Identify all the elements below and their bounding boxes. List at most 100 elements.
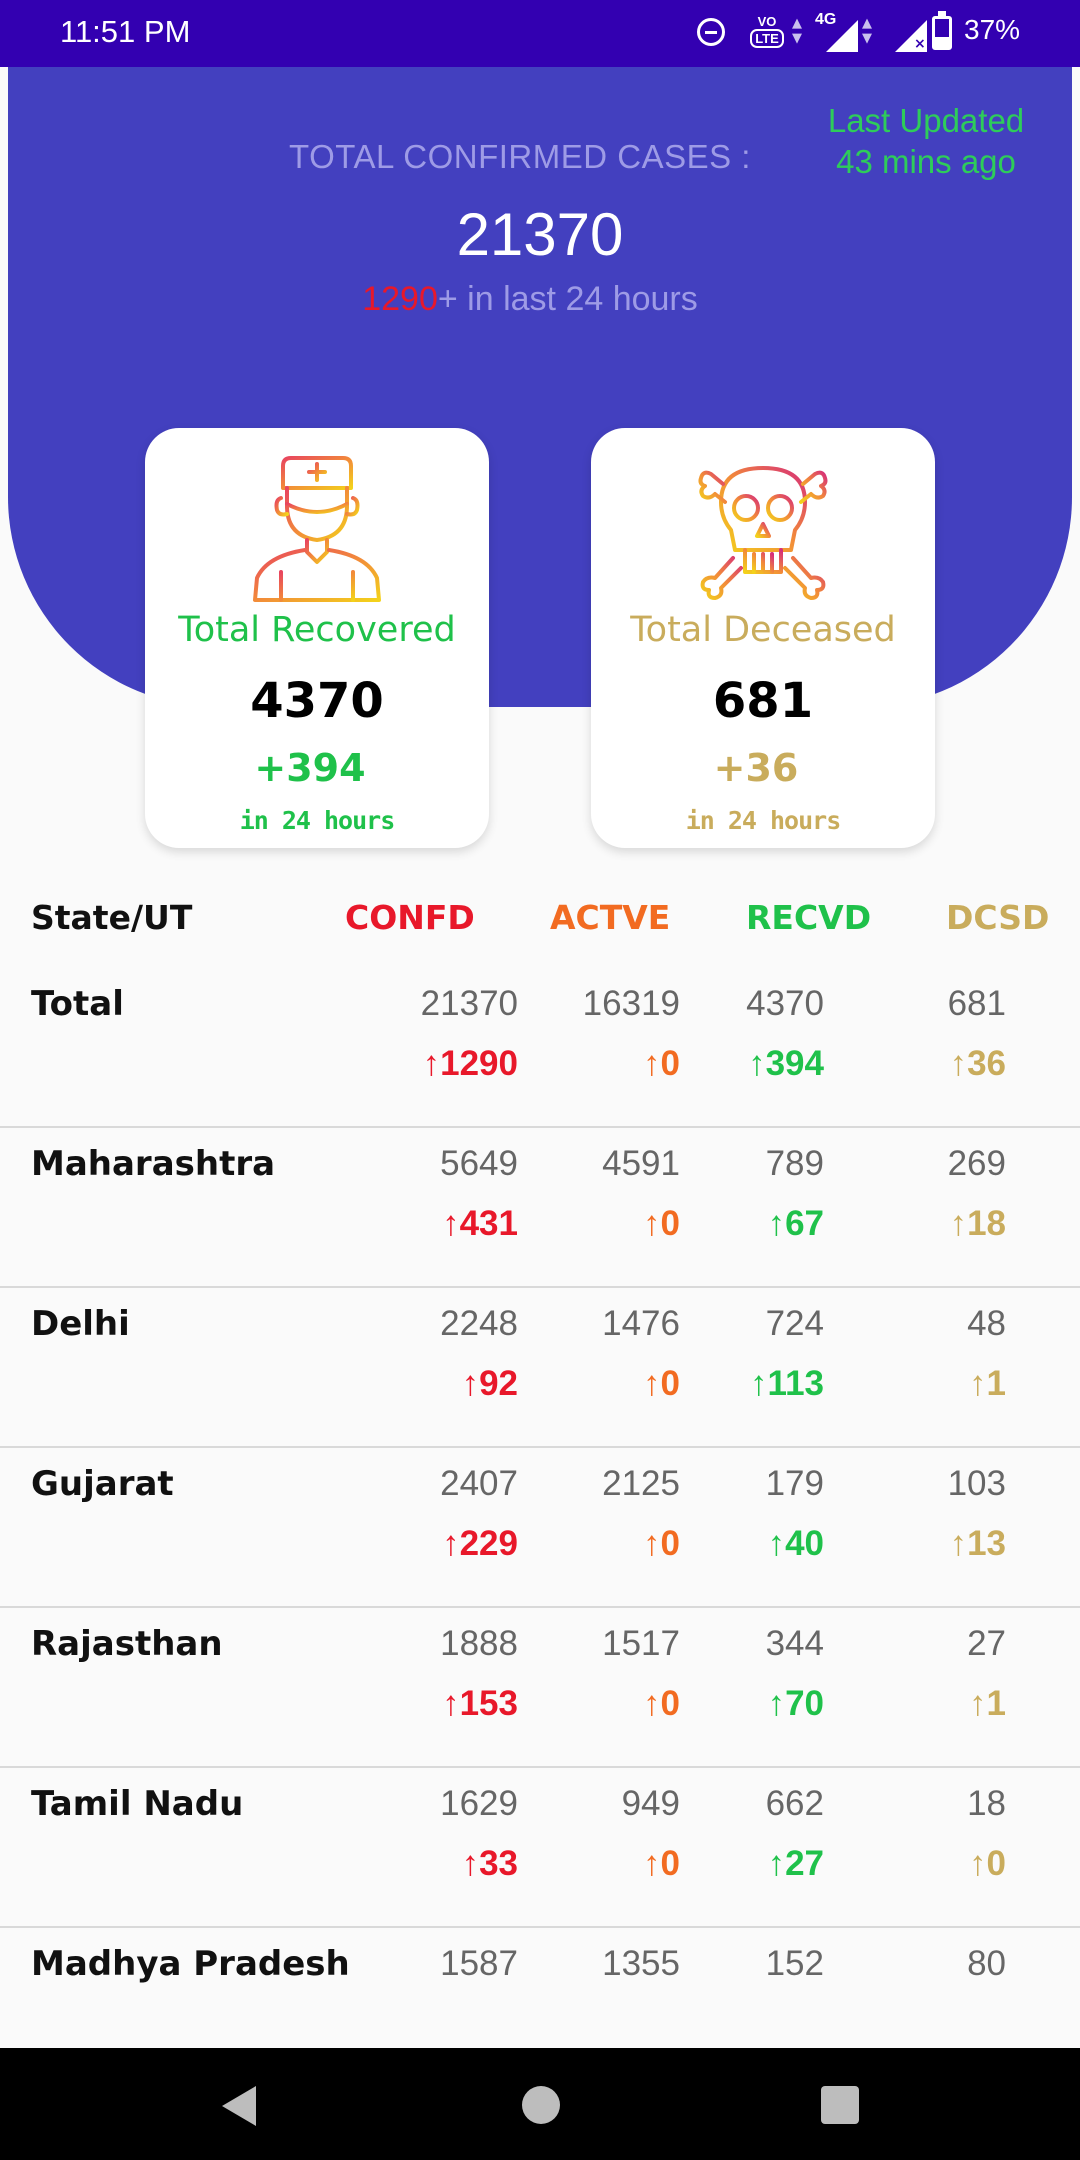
deceased-delta: ↑0 [969, 1844, 1006, 1883]
state-name: Maharashtra [31, 1144, 276, 1184]
recovered-label: Total Recovered [178, 610, 456, 650]
deceased-count: 80 [967, 1944, 1006, 1983]
header-state[interactable]: State/UT [31, 898, 193, 937]
confirmed-delta-suffix: + in last 24 hours [437, 280, 698, 318]
active-delta: ↑0 [643, 1044, 680, 1083]
recovered-count: 724 [765, 1304, 824, 1343]
recovered-count: 179 [765, 1464, 824, 1503]
deceased-count: 48 [967, 1304, 1006, 1343]
recovered-delta: +394 [254, 746, 366, 790]
header-active[interactable]: ACTVE [550, 898, 671, 937]
total-confirmed-value: 21370 [456, 201, 624, 268]
signal-strength-icon [826, 20, 858, 52]
deceased-label: Total Deceased [630, 610, 896, 650]
confirmed-delta: ↑153 [442, 1684, 518, 1723]
state-table-header: State/UT CONFD ACTVE RECVD DCSD [0, 898, 1080, 958]
confirmed-delta: ↑33 [461, 1844, 518, 1883]
table-row[interactable]: Gujarat 2407 2125 179 103 ↑229 ↑0 ↑40 ↑1… [0, 1448, 1080, 1608]
recovered-delta: ↑27 [767, 1844, 824, 1883]
confirmed-delta: ↑229 [442, 1524, 518, 1563]
deceased-delta: ↑13 [949, 1524, 1006, 1563]
table-row[interactable]: Rajasthan 1888 1517 344 27 ↑153 ↑0 ↑70 ↑… [0, 1608, 1080, 1768]
deceased-sub: in 24 hours [685, 806, 842, 835]
battery-fill [935, 36, 949, 47]
confirmed-delta: ↑92 [461, 1364, 518, 1403]
state-name: Rajasthan [31, 1624, 223, 1664]
confirmed-count: 1888 [440, 1624, 518, 1663]
confirmed-delta: ↑1290 [422, 1044, 518, 1083]
active-delta: ↑0 [643, 1844, 680, 1883]
table-row[interactable]: Delhi 2248 1476 724 48 ↑92 ↑0 ↑113 ↑1 [0, 1288, 1080, 1448]
skull-crossbones-icon [698, 466, 828, 600]
state-name: Total [31, 984, 124, 1024]
active-delta: ↑0 [643, 1364, 680, 1403]
table-row[interactable]: Madhya Pradesh 1587 1355 152 80 [0, 1928, 1080, 2088]
confirmed-count: 5649 [440, 1144, 518, 1183]
deceased-delta: ↑18 [949, 1204, 1006, 1243]
recovered-delta: ↑394 [748, 1044, 824, 1083]
active-count: 1517 [602, 1624, 680, 1663]
state-name: Madhya Pradesh [31, 1944, 350, 1984]
no-sim-mark-icon: × [914, 36, 926, 52]
active-count: 1476 [602, 1304, 680, 1343]
state-name: Delhi [31, 1304, 130, 1344]
header-deceased[interactable]: DCSD [946, 898, 1050, 937]
state-name: Tamil Nadu [31, 1784, 244, 1824]
table-row[interactable]: Total 21370 16319 4370 681 ↑1290 ↑0 ↑394… [0, 968, 1080, 1128]
active-delta: ↑0 [643, 1684, 680, 1723]
table-row[interactable]: Tamil Nadu 1629 949 662 18 ↑33 ↑0 ↑27 ↑0 [0, 1768, 1080, 1928]
deceased-delta: ↑1 [969, 1684, 1006, 1723]
battery-percent: 37% [964, 14, 1021, 45]
do-not-disturb-icon [697, 18, 725, 46]
status-bar: 11:51 PM VO LTE ▲ ▼ 4G ▲ ▼ × 37% [0, 0, 1080, 67]
deceased-card: Total Deceased 681 +36 in 24 hours [591, 428, 935, 848]
volte-icon: VO LTE [748, 14, 786, 52]
data-activity-icon: ▲ ▼ [792, 16, 802, 46]
last-updated-time: 43 mins ago [836, 143, 1016, 180]
deceased-count: 27 [967, 1624, 1006, 1663]
volte-bottom-text: LTE [750, 29, 784, 48]
recovered-count: 344 [765, 1624, 824, 1663]
active-count: 2125 [602, 1464, 680, 1503]
home-icon[interactable] [522, 2086, 560, 2124]
deceased-count: 681 [947, 984, 1006, 1023]
confirmed-delta-value: 1290 [362, 280, 438, 318]
active-count: 949 [621, 1784, 680, 1823]
confirmed-count: 21370 [420, 984, 518, 1023]
recovered-count: 662 [765, 1784, 824, 1823]
deceased-delta: +36 [713, 746, 799, 790]
recovered-count: 4370 [746, 984, 824, 1023]
back-icon[interactable] [222, 2086, 256, 2126]
state-table: Total 21370 16319 4370 681 ↑1290 ↑0 ↑394… [0, 968, 1080, 2088]
active-count: 4591 [602, 1144, 680, 1183]
last-updated: Last Updated 43 mins ago [796, 100, 1056, 182]
confirmed-delta: 1290+ in last 24 hours [250, 280, 810, 319]
data-activity-icon-2: ▲ ▼ [862, 16, 872, 46]
signal-no-sim-icon [895, 20, 927, 52]
recovered-delta: ↑67 [767, 1204, 824, 1243]
header-confirmed[interactable]: CONFD [345, 898, 475, 937]
battery-icon [932, 11, 952, 50]
confirmed-count: 2407 [440, 1464, 518, 1503]
table-row[interactable]: Maharashtra 5649 4591 789 269 ↑431 ↑0 ↑6… [0, 1128, 1080, 1288]
confirmed-count: 1587 [440, 1944, 518, 1983]
deceased-count: 18 [967, 1784, 1006, 1823]
deceased-count: 269 [947, 1144, 1006, 1183]
recents-icon[interactable] [821, 2086, 859, 2124]
active-count: 1355 [602, 1944, 680, 1983]
recovered-delta: ↑70 [767, 1684, 824, 1723]
confirmed-count: 1629 [440, 1784, 518, 1823]
last-updated-label: Last Updated [827, 102, 1025, 139]
recovered-count: 789 [765, 1144, 824, 1183]
recovered-card: Total Recovered 4370 +394 in 24 hours [145, 428, 489, 848]
volte-top-text: VO [757, 14, 777, 29]
recovered-value: 4370 [250, 673, 384, 729]
state-name: Gujarat [31, 1464, 174, 1504]
deceased-value: 681 [712, 673, 814, 729]
status-time: 11:51 PM [60, 14, 191, 49]
deceased-delta: ↑1 [969, 1364, 1006, 1403]
header-recovered[interactable]: RECVD [746, 898, 872, 937]
recovered-count: 152 [765, 1944, 824, 1983]
active-delta: ↑0 [643, 1524, 680, 1563]
